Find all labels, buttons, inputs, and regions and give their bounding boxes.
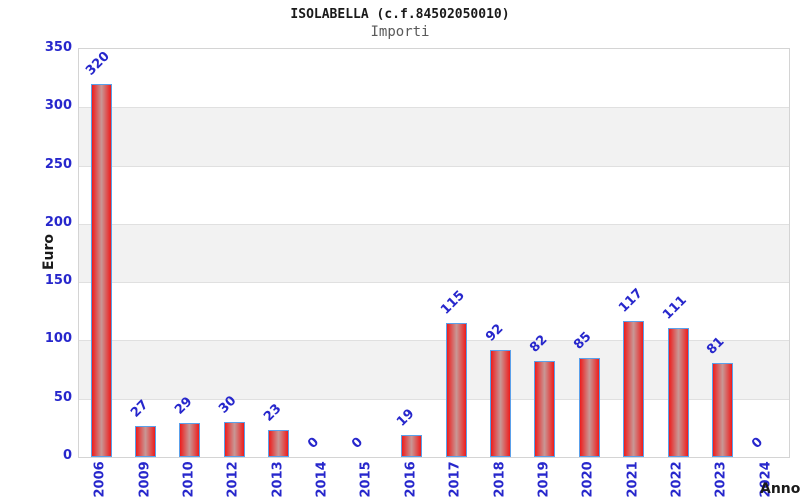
bar bbox=[223, 422, 245, 457]
plot-band bbox=[79, 107, 789, 166]
plot-band bbox=[79, 223, 789, 283]
bar bbox=[711, 362, 733, 457]
gridline bbox=[79, 398, 789, 400]
bar-value-label: 19 bbox=[393, 406, 418, 430]
chart-subtitle: Importi bbox=[370, 24, 430, 40]
plot-area: 320 27 29 30 23 0 0 19 115 92 82 85 117 111 81 0 bbox=[78, 48, 790, 458]
bar-value-label: 23 bbox=[260, 401, 285, 425]
gridline bbox=[79, 165, 789, 167]
bar-value-label: 0 bbox=[349, 434, 367, 452]
x-tick-label: 2009 bbox=[137, 461, 153, 498]
gridline bbox=[79, 107, 789, 109]
bar-value-label: 320 bbox=[83, 48, 114, 79]
bar bbox=[534, 361, 556, 457]
x-tick-label: 2019 bbox=[536, 461, 552, 498]
bar-value-label: 27 bbox=[127, 396, 152, 421]
x-axis-label: Anno bbox=[760, 481, 800, 497]
bar-value-label: 111 bbox=[660, 292, 690, 323]
y-tick-label: 300 bbox=[44, 98, 72, 114]
gridline bbox=[79, 282, 789, 284]
bar bbox=[90, 83, 112, 457]
bar bbox=[135, 425, 157, 457]
bar-value-label: 115 bbox=[438, 287, 469, 318]
y-tick-label: 0 bbox=[62, 448, 72, 463]
y-tick-label: 200 bbox=[44, 214, 72, 230]
x-tick-label: 2014 bbox=[314, 461, 330, 498]
x-tick-label: 2022 bbox=[669, 461, 685, 498]
gridline bbox=[79, 340, 789, 342]
x-tick-label: 2012 bbox=[225, 461, 241, 498]
x-tick-label: 2018 bbox=[492, 461, 508, 498]
bar bbox=[623, 320, 645, 457]
x-tick-label: 2006 bbox=[92, 461, 108, 498]
bar bbox=[667, 327, 689, 457]
chart-title: ISOLABELLA (c.f.84502050010) bbox=[290, 7, 510, 22]
bar-value-label: 117 bbox=[615, 285, 646, 316]
x-tick-label: 2023 bbox=[713, 461, 729, 498]
y-tick-label: 50 bbox=[53, 389, 72, 405]
y-axis-label: Euro bbox=[41, 233, 57, 271]
bar bbox=[578, 357, 600, 457]
x-tick-label: 2013 bbox=[270, 461, 286, 498]
x-tick-label: 2021 bbox=[625, 461, 641, 498]
bar bbox=[179, 423, 201, 457]
y-tick-label: 100 bbox=[44, 331, 72, 347]
gridline bbox=[79, 223, 789, 225]
bar bbox=[268, 430, 290, 457]
x-tick-label: 2016 bbox=[403, 461, 419, 498]
bar bbox=[401, 434, 423, 457]
bar bbox=[445, 322, 467, 457]
x-tick-label: 2015 bbox=[358, 461, 374, 498]
bar-value-label: 0 bbox=[748, 434, 766, 452]
x-tick-label: 2010 bbox=[181, 461, 197, 498]
x-tick-label: 2020 bbox=[580, 461, 596, 498]
y-tick-label: 150 bbox=[44, 273, 72, 289]
bar-value-label: 0 bbox=[305, 434, 323, 452]
x-tick-label: 2017 bbox=[447, 461, 463, 498]
y-tick-label: 250 bbox=[44, 156, 72, 172]
y-tick-label: 350 bbox=[44, 40, 72, 55]
bar bbox=[490, 349, 512, 457]
